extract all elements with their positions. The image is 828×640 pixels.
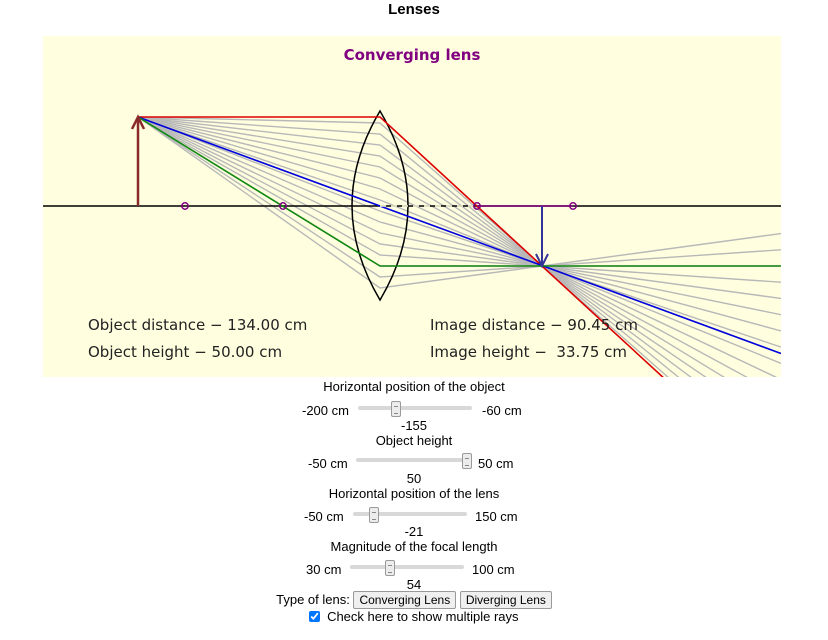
extra-ray: [137, 116, 781, 316]
image-arrowhead: [535, 253, 549, 269]
focal-length-label: Magnitude of the focal length: [330, 539, 498, 554]
object-height-max: 50 cm: [478, 456, 514, 471]
extra-ray: [137, 116, 781, 365]
central-ray: [137, 116, 781, 355]
extra-ray: [137, 116, 781, 332]
extra-ray: [137, 116, 781, 348]
page-title: Lenses: [388, 1, 440, 18]
simulation-title: Converging lens: [343, 46, 481, 64]
slider-thumb[interactable]: [462, 453, 472, 469]
object-height-readout: Object height − 50.00 cm: [88, 343, 283, 361]
multiple-rays-checkbox[interactable]: [309, 611, 321, 622]
ray-diagram: [43, 109, 781, 377]
object-position-max: -60 cm: [482, 403, 522, 418]
object-height-value: 50: [406, 471, 422, 486]
object-height-label: Object height: [375, 433, 453, 448]
object-height-slider[interactable]: [356, 453, 472, 469]
focal-length-slider[interactable]: [350, 560, 464, 576]
extra-ray: [137, 116, 707, 377]
extra-ray: [137, 116, 669, 377]
lens-type-row: Type of lens: Converging Lens Diverging …: [0, 591, 828, 609]
extra-ray: [137, 116, 781, 300]
extra-ray: [137, 116, 781, 278]
focal-ray: [137, 116, 781, 267]
focal-length-value: 54: [406, 577, 422, 592]
focal-point-2: [279, 202, 287, 210]
lens-type-label: Type of lens:: [276, 592, 350, 607]
object-position-slider[interactable]: [358, 401, 472, 417]
slider-track: [350, 565, 464, 569]
lens-position-label: Horizontal position of the lens: [328, 486, 500, 501]
multiple-rays-label[interactable]: Check here to show multiple rays: [327, 609, 519, 624]
parallel-ray: [138, 116, 664, 377]
lens-position-value: -21: [404, 524, 424, 539]
converging-lens-button[interactable]: Converging Lens: [353, 591, 457, 609]
slider-track: [353, 512, 467, 516]
extra-ray: [137, 116, 748, 377]
extra-ray: [137, 116, 725, 377]
focal-length-min: 30 cm: [306, 562, 342, 577]
image-height-readout: Image height − 33.75 cm: [430, 343, 627, 361]
multiple-rays-row: Check here to show multiple rays: [0, 609, 828, 624]
extra-ray: [137, 116, 680, 377]
object-position-label: Horizontal position of the object: [323, 379, 505, 394]
slider-thumb[interactable]: [391, 401, 402, 417]
focal-length-max: 100 cm: [472, 562, 515, 577]
image-distance-readout: Image distance − 90.45 cm: [430, 316, 638, 334]
slider-track: [358, 406, 472, 410]
slider-track: [356, 458, 472, 462]
object-arrowhead: [130, 114, 146, 130]
lens-position-slider[interactable]: [353, 507, 467, 523]
object-height-min: -50 cm: [308, 456, 348, 471]
extra-ray: [137, 116, 778, 377]
extra-ray: [137, 116, 781, 283]
object-position-min: -200 cm: [302, 403, 349, 418]
diverging-lens-button[interactable]: Diverging Lens: [459, 591, 552, 609]
extra-ray: [137, 116, 781, 289]
object-position-value: -155: [400, 418, 428, 433]
lens-position-max: 150 cm: [475, 509, 518, 524]
slider-thumb[interactable]: [385, 560, 396, 576]
focal-point-1: [181, 202, 189, 210]
lens-position-min: -50 cm: [304, 509, 344, 524]
simulation-canvas: Converging lens Object distance − 134.00…: [43, 36, 781, 377]
slider-thumb[interactable]: [368, 507, 379, 523]
lens-outline: [351, 109, 409, 302]
object-distance-readout: Object distance − 134.00 cm: [88, 316, 308, 334]
extra-ray: [137, 116, 692, 377]
